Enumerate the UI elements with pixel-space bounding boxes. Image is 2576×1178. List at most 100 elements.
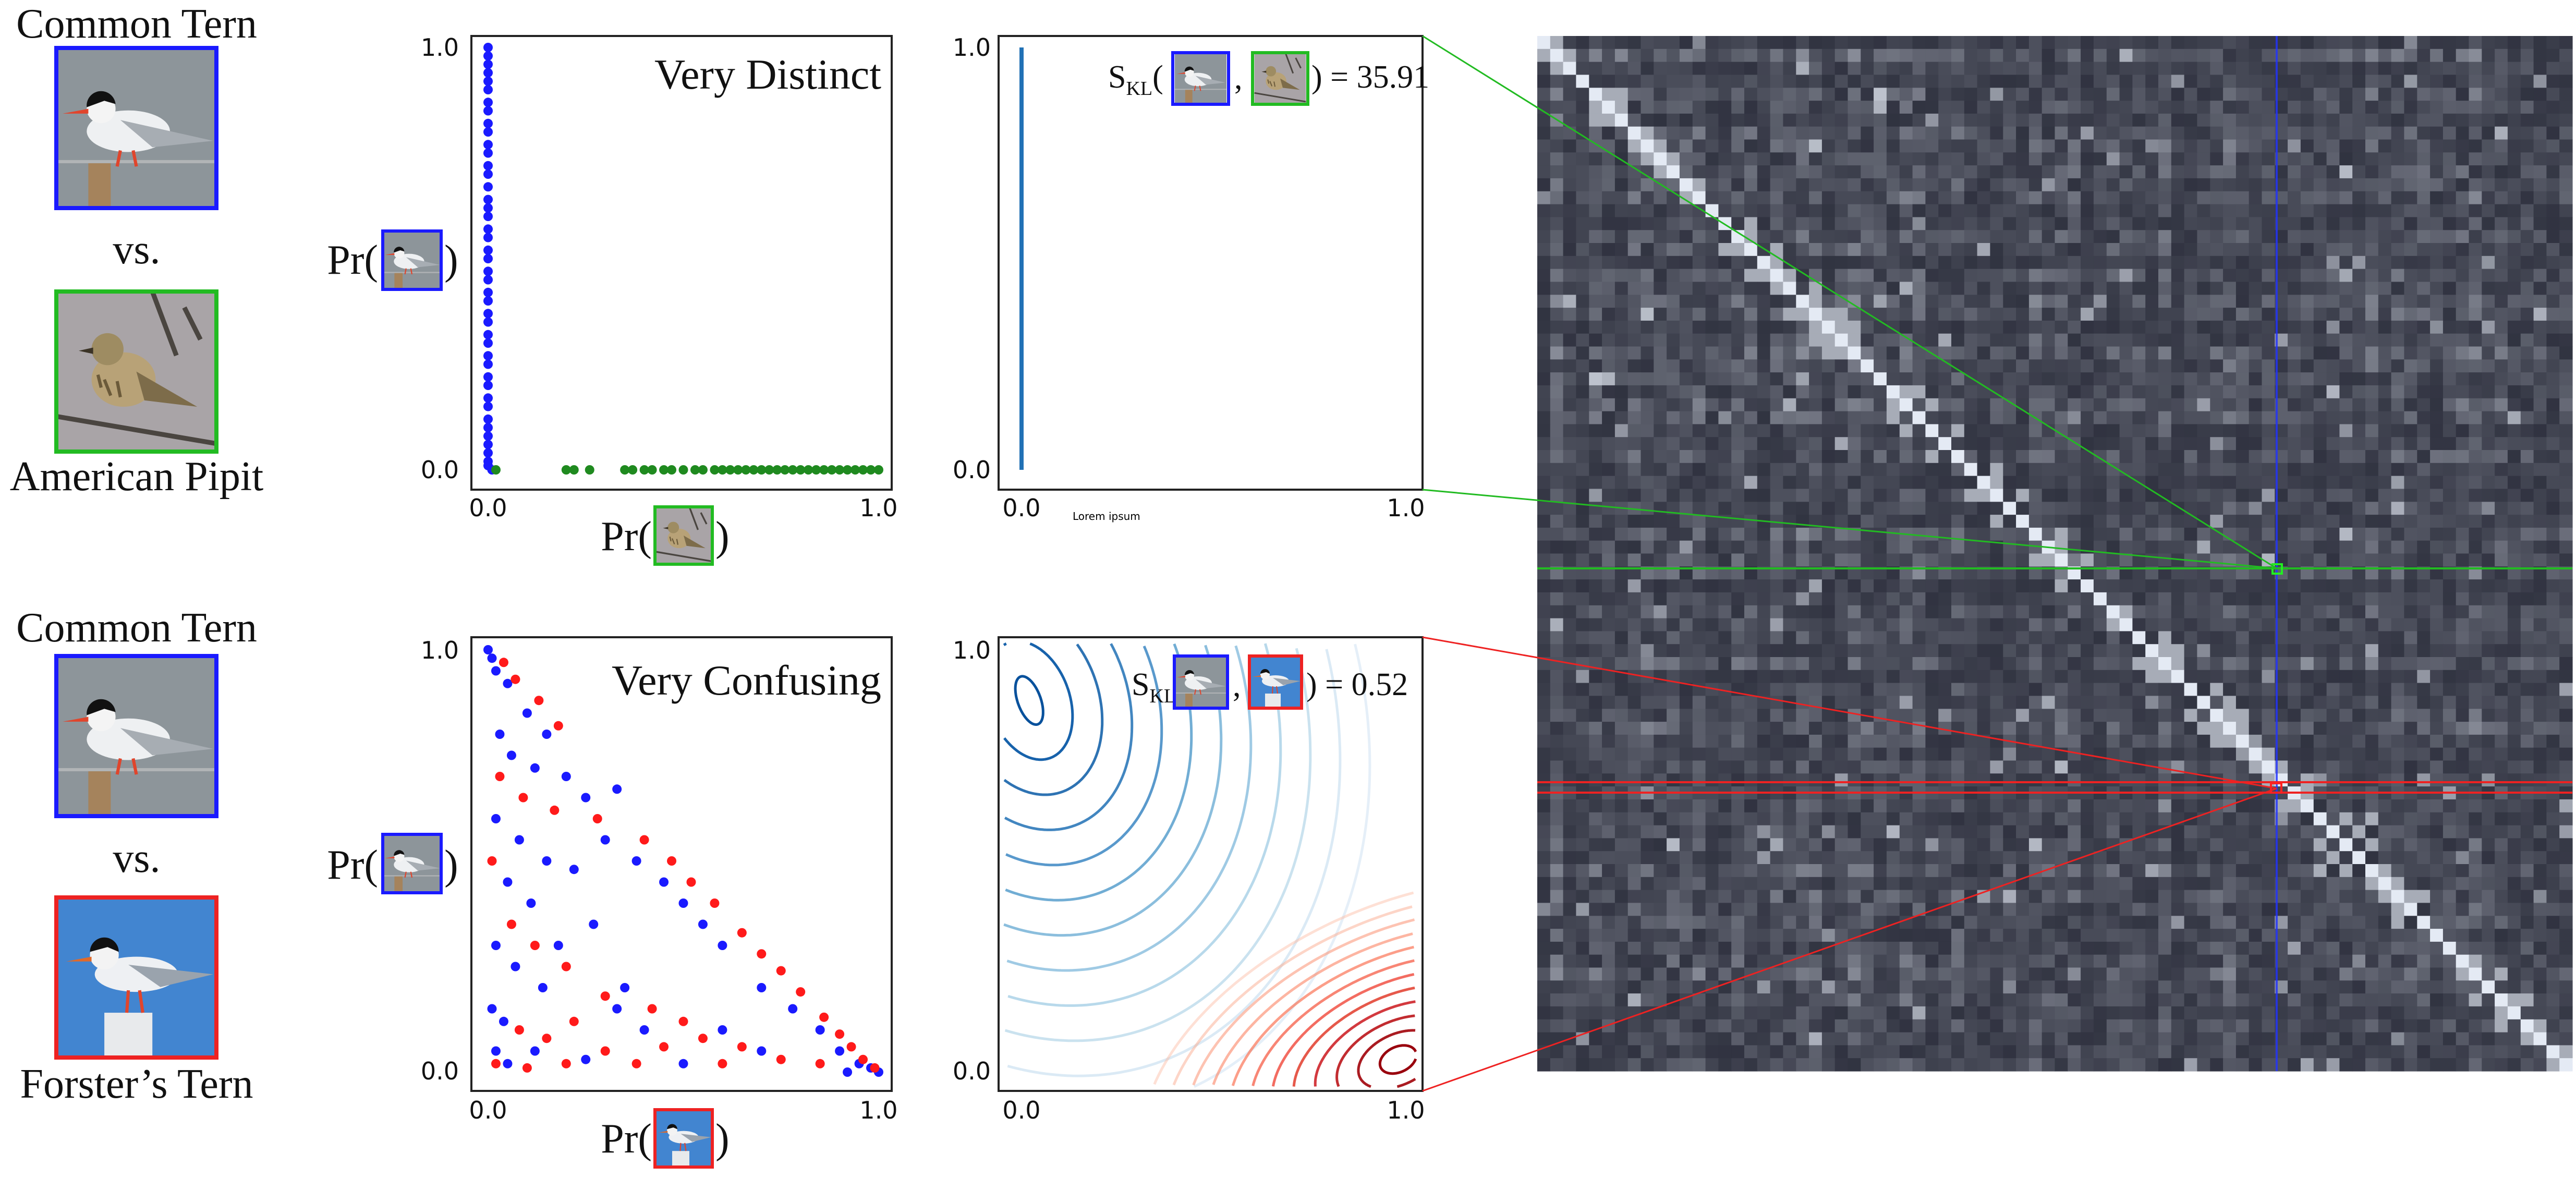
heatmap-cell: [2404, 631, 2417, 645]
heatmap-cell: [1990, 178, 2003, 192]
heatmap-cell: [2417, 437, 2431, 451]
heatmap-cell: [1886, 722, 1900, 735]
heatmap-cell: [2430, 152, 2444, 166]
heatmap-cell: [1537, 463, 1551, 477]
heatmap-cell: [1809, 553, 1822, 567]
heatmap-cell: [2495, 437, 2508, 451]
heatmap-cell: [1990, 450, 2003, 464]
heatmap-cell: [1990, 333, 2003, 347]
heatmap-cell: [2028, 773, 2043, 787]
heatmap-cell: [1641, 605, 1654, 619]
heatmap-cell: [2495, 217, 2508, 230]
heatmap-cell: [1821, 450, 1836, 464]
heatmap-cell: [1848, 657, 1861, 671]
heatmap-cell: [1550, 88, 1564, 101]
y-tick-0: 0.0: [953, 1057, 991, 1085]
heatmap-cell: [1744, 359, 1758, 373]
scatter-point: [495, 772, 505, 781]
heatmap-cell: [2404, 722, 2417, 735]
heatmap-cell: [2495, 204, 2508, 217]
heatmap-cell: [2016, 476, 2030, 489]
heatmap-cell: [2106, 398, 2120, 412]
heatmap-cell: [2106, 760, 2120, 774]
heatmap-cell: [2184, 295, 2197, 308]
heatmap-cell: [2495, 450, 2508, 464]
heatmap-cell: [2391, 553, 2404, 567]
heatmap-cell: [2469, 411, 2482, 424]
heatmap-cell: [2391, 126, 2404, 140]
heatmap-cell: [2495, 773, 2508, 787]
heatmap-cell: [2391, 36, 2404, 50]
heatmap-cell: [1938, 605, 1952, 619]
heatmap-cell: [2430, 709, 2444, 722]
heatmap-cell: [2288, 126, 2301, 140]
heatmap-cell: [1757, 683, 1771, 696]
heatmap-cell: [1886, 463, 1900, 477]
heatmap-cell: [2533, 540, 2547, 554]
heatmap-cell: [1874, 320, 1887, 334]
heatmap-cell: [1550, 553, 1564, 567]
heatmap-cell: [2171, 450, 2185, 464]
heatmap-cell: [1705, 165, 1719, 179]
heatmap-cell: [2378, 502, 2392, 515]
heatmap-cell: [1796, 540, 1809, 554]
heatmap-cell: [2028, 48, 2043, 63]
heatmap-cell: [1614, 113, 1629, 127]
heatmap-cell: [1667, 476, 1680, 489]
heatmap-cell: [2430, 489, 2444, 502]
heatmap-cell: [2171, 139, 2185, 153]
heatmap-cell: [1576, 424, 1589, 438]
heatmap-cell: [1951, 308, 1965, 321]
heatmap-cell: [1770, 437, 1783, 451]
scatter-point: [503, 1059, 513, 1068]
heatmap-cell: [2249, 269, 2263, 282]
heatmap-cell: [2507, 773, 2521, 787]
heatmap-cell: [1912, 644, 1926, 658]
heatmap-cell: [2404, 282, 2417, 295]
heatmap-cell: [2042, 204, 2056, 217]
heatmap-cell: [2042, 773, 2056, 787]
heatmap-cell: [2326, 605, 2340, 619]
heatmap-cell: [1705, 101, 1719, 114]
heatmap-cell: [2430, 75, 2444, 88]
heatmap-cell: [2028, 230, 2043, 244]
heatmap-cell: [1679, 126, 1693, 140]
heatmap-cell: [1834, 178, 1849, 192]
heatmap-cell: [1744, 88, 1758, 101]
heatmap-cell: [2417, 243, 2431, 257]
heatmap-cell: [1692, 734, 1706, 748]
heatmap-cell: [1537, 191, 1551, 205]
heatmap-cell: [1654, 670, 1667, 684]
heatmap-cell: [1614, 320, 1629, 334]
scatter-point: [514, 1025, 524, 1035]
heatmap-cell: [1563, 62, 1576, 75]
heatmap-cell: [2042, 62, 2056, 75]
heatmap-cell: [2106, 527, 2120, 541]
heatmap-cell: [2262, 359, 2275, 373]
heatmap-cell: [1731, 333, 1745, 347]
heatmap-cell: [2003, 579, 2016, 593]
heatmap-cell: [2326, 295, 2340, 308]
heatmap-cell: [1783, 36, 1796, 50]
heatmap-cell: [2119, 372, 2133, 386]
heatmap-cell: [1550, 760, 1564, 774]
heatmap-cell: [1744, 372, 1758, 386]
heatmap-cell: [1692, 670, 1706, 684]
heatmap-cell: [2171, 359, 2185, 373]
heatmap-cell: [1951, 269, 1965, 282]
heatmap-cell: [2365, 747, 2379, 761]
heatmap-cell: [1757, 204, 1771, 217]
heatmap-cell: [1886, 88, 1900, 101]
scatter-point: [815, 1025, 825, 1035]
heatmap-cell: [1589, 191, 1602, 205]
heatmap-cell: [2559, 346, 2573, 360]
heatmap-cell: [1705, 553, 1719, 567]
heatmap-cell: [2028, 618, 2043, 631]
heatmap-cell: [1783, 657, 1796, 671]
heatmap-cell: [2559, 747, 2573, 761]
heatmap-cell: [2042, 734, 2056, 748]
heatmap-cell: [1964, 243, 1978, 257]
heatmap-cell: [2456, 48, 2470, 63]
heatmap-cell: [2262, 256, 2275, 270]
heatmap-cell: [1705, 48, 1719, 63]
